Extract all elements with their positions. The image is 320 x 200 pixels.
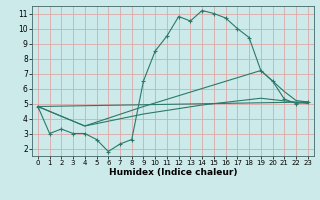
X-axis label: Humidex (Indice chaleur): Humidex (Indice chaleur)	[108, 168, 237, 177]
